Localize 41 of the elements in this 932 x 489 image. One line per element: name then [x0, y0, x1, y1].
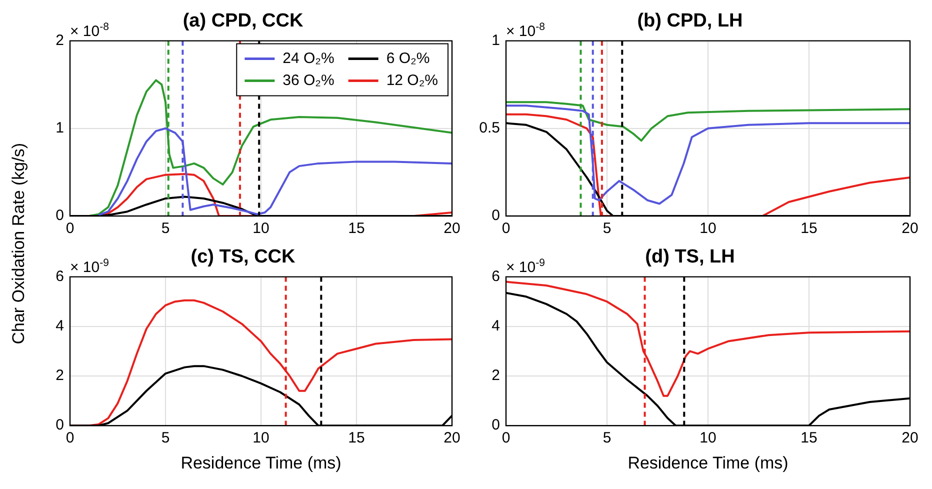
legend-label: 24 O₂% [282, 50, 334, 67]
x-tick-label: 15 [800, 220, 818, 238]
x-tick-label: 10 [252, 430, 270, 447]
x-tick-label: 5 [161, 430, 170, 447]
x-tick-label: 20 [902, 220, 918, 238]
y-tick-label: 0 [56, 207, 64, 224]
chart-title: (a) CPD, CCK [182, 10, 304, 32]
x-axis-title: Residence Time (ms) [628, 453, 788, 472]
y-tick-label: 0 [56, 416, 64, 434]
y-tick-label: 0 [492, 207, 500, 224]
y-tick-label: 0.5 [479, 120, 500, 137]
x-tick-label: 20 [902, 430, 918, 447]
x-tick-label: 15 [348, 430, 365, 447]
x-axis-title: Residence Time (ms) [180, 453, 342, 472]
y-tick-label: 2 [56, 367, 64, 384]
chart-title: (c) TS, CCK [190, 246, 296, 268]
x-tick-label: 20 [444, 220, 460, 238]
y-tick-label: 2 [56, 32, 64, 49]
legend-label: 6 O₂% [386, 50, 430, 67]
y-tick-label: 1 [56, 120, 64, 137]
chart-title: (d) TS, LH [645, 246, 735, 268]
legend-label: 12 O₂% [386, 72, 438, 89]
y-axis-title: Char Oxidation Rate (kg/s) [9, 143, 29, 345]
x-tick-label: 5 [602, 430, 612, 447]
legend-label: 36 O₂% [282, 72, 334, 89]
x-tick-label: 5 [602, 220, 612, 238]
x-tick-label: 20 [444, 430, 460, 447]
y-tick-label: 4 [492, 318, 500, 335]
y-tick-label: 6 [492, 268, 500, 285]
x-tick-label: 5 [161, 220, 170, 238]
chart-title: (b) CPD, LH [637, 10, 743, 32]
x-tick-label: 10 [700, 220, 716, 238]
x-tick-label: 10 [252, 220, 270, 238]
x-tick-label: 10 [700, 430, 716, 447]
y-tick-label: 0 [492, 416, 500, 434]
y-tick-label: 6 [56, 268, 64, 285]
y-tick-label: 1 [492, 32, 500, 49]
x-tick-label: 15 [348, 220, 365, 238]
x-tick-label: 15 [800, 430, 818, 447]
y-tick-label: 2 [492, 367, 500, 384]
y-tick-label: 4 [56, 318, 64, 335]
